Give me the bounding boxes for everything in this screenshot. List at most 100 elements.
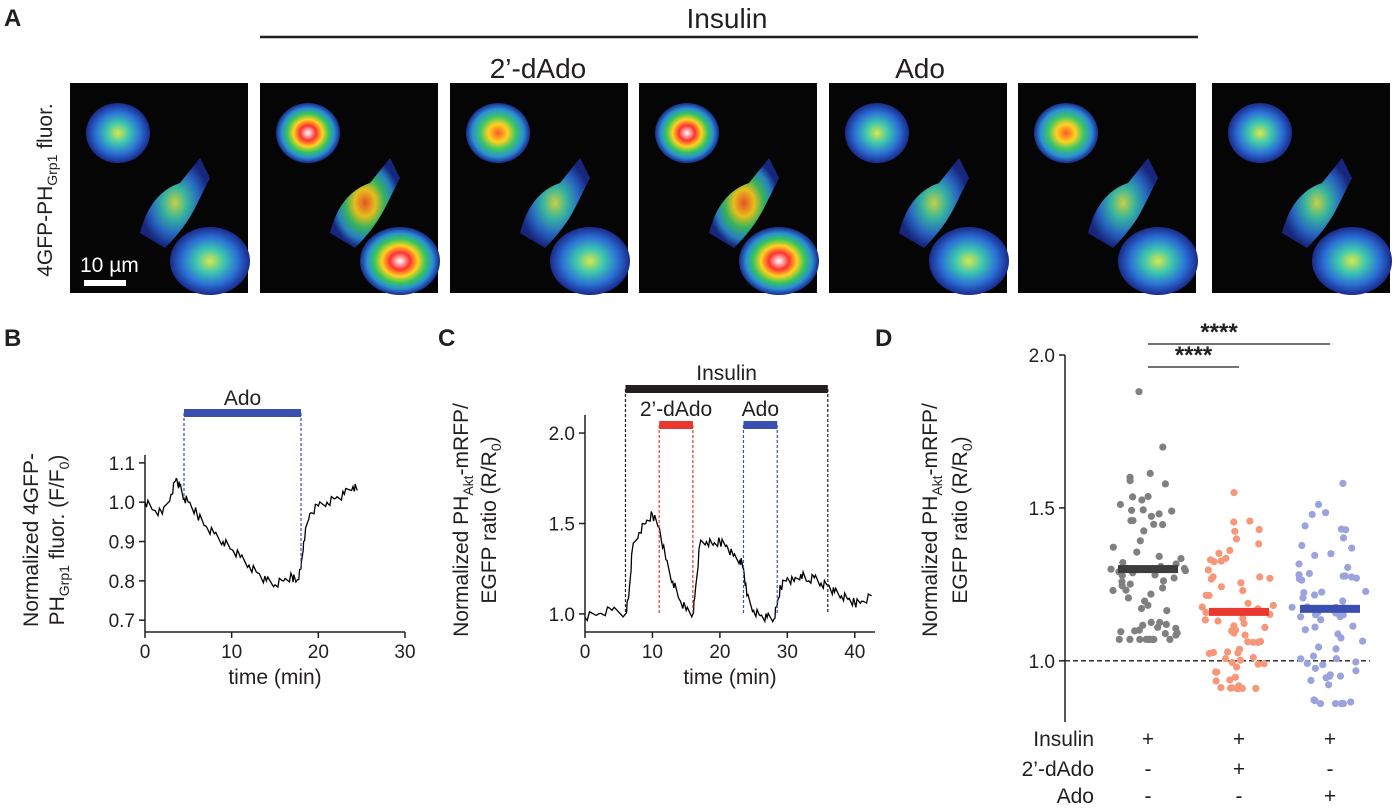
data-point [1348, 544, 1356, 552]
group-0 [1107, 388, 1189, 644]
chart-c-ylabel-line2: EGFP ratio (R/R0) [478, 436, 504, 603]
data-line [144, 477, 358, 589]
data-point [1202, 608, 1210, 617]
cell-top [276, 103, 340, 163]
condition-value: - [1145, 758, 1152, 781]
chart-d-ylabel-part: Normalized PH [919, 496, 942, 637]
condition-value: - [1236, 785, 1243, 808]
data-point [1246, 517, 1254, 525]
data-point [1217, 557, 1225, 565]
data-point [1244, 599, 1252, 607]
y-tick-label: 0.8 [109, 572, 135, 593]
data-point [1347, 698, 1355, 706]
data-point [1310, 591, 1319, 599]
cell-top [466, 103, 530, 163]
data-point [1166, 635, 1174, 644]
data-point [1139, 506, 1147, 514]
data-point [1236, 656, 1244, 664]
chart-b-ylabel-line2: PHGrp1 fluor. (F/F0) [46, 455, 72, 626]
chart-c-ylabel-part: ) [478, 436, 501, 443]
chart-d-ylabel-part: ) [949, 436, 972, 443]
data-point [1301, 522, 1309, 530]
group-1 [1198, 489, 1277, 693]
data-point [1348, 573, 1356, 581]
cell-top [1228, 103, 1292, 163]
data-point [1362, 587, 1370, 596]
data-point [1309, 652, 1318, 660]
data-point [1349, 622, 1357, 630]
x-tick-label: 20 [308, 642, 329, 663]
data-point [1311, 623, 1319, 631]
y-tick-label: 2.0 [1029, 346, 1055, 367]
panel-a-ylabel-main: 4GFP-PH [34, 186, 57, 277]
data-point [1168, 507, 1176, 515]
cell-middle [520, 158, 590, 248]
cell-bottom [1312, 227, 1392, 295]
y-tick-label: 1.0 [109, 493, 135, 514]
data-point [1230, 629, 1238, 637]
data-point [1297, 613, 1305, 621]
panel-letter-b: B [4, 325, 21, 352]
chart-b-ylabel-line1: Normalized 4GFP- [20, 453, 43, 627]
data-point [1331, 700, 1340, 708]
data-point [1140, 527, 1148, 535]
data-point [1339, 611, 1347, 619]
panel-a-ylabel-tail: fluor. [34, 103, 57, 154]
data-point [1159, 584, 1167, 592]
chart-d-ylabel-part: -mRFP/ [919, 403, 942, 475]
data-point [1256, 573, 1264, 581]
chart-c-ylabel-line1: Normalized PHAkt-mRFP/ [450, 403, 476, 637]
data-point [1135, 388, 1143, 396]
chart-d-ylabel-part: 0 [959, 443, 975, 451]
panel-a-ado-label: Ado [895, 53, 945, 84]
ado-bar [184, 409, 301, 417]
data-point [1336, 672, 1345, 680]
data-point [1138, 496, 1146, 504]
chart-b-ylabel: Normalized 4GFP- PHGrp1 fluor. (F/F0) [20, 453, 72, 627]
mean-bar-2 [1300, 604, 1360, 613]
data-point [1297, 655, 1305, 663]
data-point [1228, 658, 1236, 667]
chart-c-ylabel: Normalized PHAkt-mRFP/EGFP ratio (R/R0) [450, 403, 504, 637]
data-point [1141, 597, 1149, 605]
data-point [1300, 589, 1308, 597]
panel-letter-a: A [4, 5, 21, 32]
condition-value: - [1145, 785, 1152, 808]
y-tick-label: 0.9 [109, 533, 135, 554]
data-point [1151, 571, 1159, 579]
data-point [1352, 658, 1360, 666]
condition-label: 2’-dAdo [1022, 758, 1094, 781]
data-point [1295, 560, 1303, 568]
scale-bar-label: 10 µm [80, 254, 139, 277]
data-point [1115, 635, 1123, 644]
y-tick-label: 1.0 [1029, 652, 1055, 673]
chart-d-ylabel: Normalized PHAkt-mRFP/EGFP ratio (R/R0) [919, 403, 975, 637]
data-point [1155, 510, 1163, 518]
data-point [1269, 601, 1277, 610]
chart-d-ylabel-line1: Normalized PHAkt-mRFP/ [919, 403, 945, 637]
data-point [1322, 674, 1330, 682]
data-point [1332, 655, 1340, 663]
data-point [1161, 480, 1169, 488]
data-point [1230, 518, 1238, 526]
chart-b-ylabel-part: fluor. (F/F [46, 469, 69, 565]
data-point [1318, 588, 1326, 596]
chart-b-ylabel-part: ) [46, 455, 69, 462]
data-point [1133, 548, 1141, 556]
svg-text:4GFP-PHGrp1 fluor.: 4GFP-PHGrp1 fluor. [34, 103, 60, 277]
data-point [1136, 635, 1144, 644]
data-point [1352, 667, 1360, 675]
cell-middle [1088, 158, 1158, 248]
data-point [1126, 477, 1134, 485]
scale-bar [84, 280, 126, 286]
condition-label: Ado [1057, 785, 1094, 808]
panel-letter-c: C [438, 325, 455, 352]
cell-top [655, 103, 719, 163]
x-tick-label: 30 [777, 642, 798, 663]
x-tick-label: 40 [844, 642, 865, 663]
y-tick-label: 1.0 [549, 605, 575, 626]
chart-d: 1.0 1.5 2.0 ******** Normalized PHAkt-mRFP/E… [919, 319, 1370, 808]
data-point [1117, 628, 1125, 636]
data-point [1224, 648, 1232, 656]
chart-d-ylabel-part: EGFP ratio (R/R [949, 451, 972, 603]
